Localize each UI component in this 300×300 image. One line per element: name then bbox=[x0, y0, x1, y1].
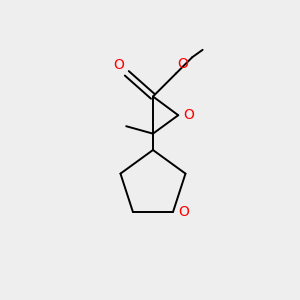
Text: O: O bbox=[184, 108, 194, 122]
Text: O: O bbox=[178, 57, 188, 71]
Text: O: O bbox=[178, 205, 189, 219]
Text: O: O bbox=[113, 58, 124, 72]
